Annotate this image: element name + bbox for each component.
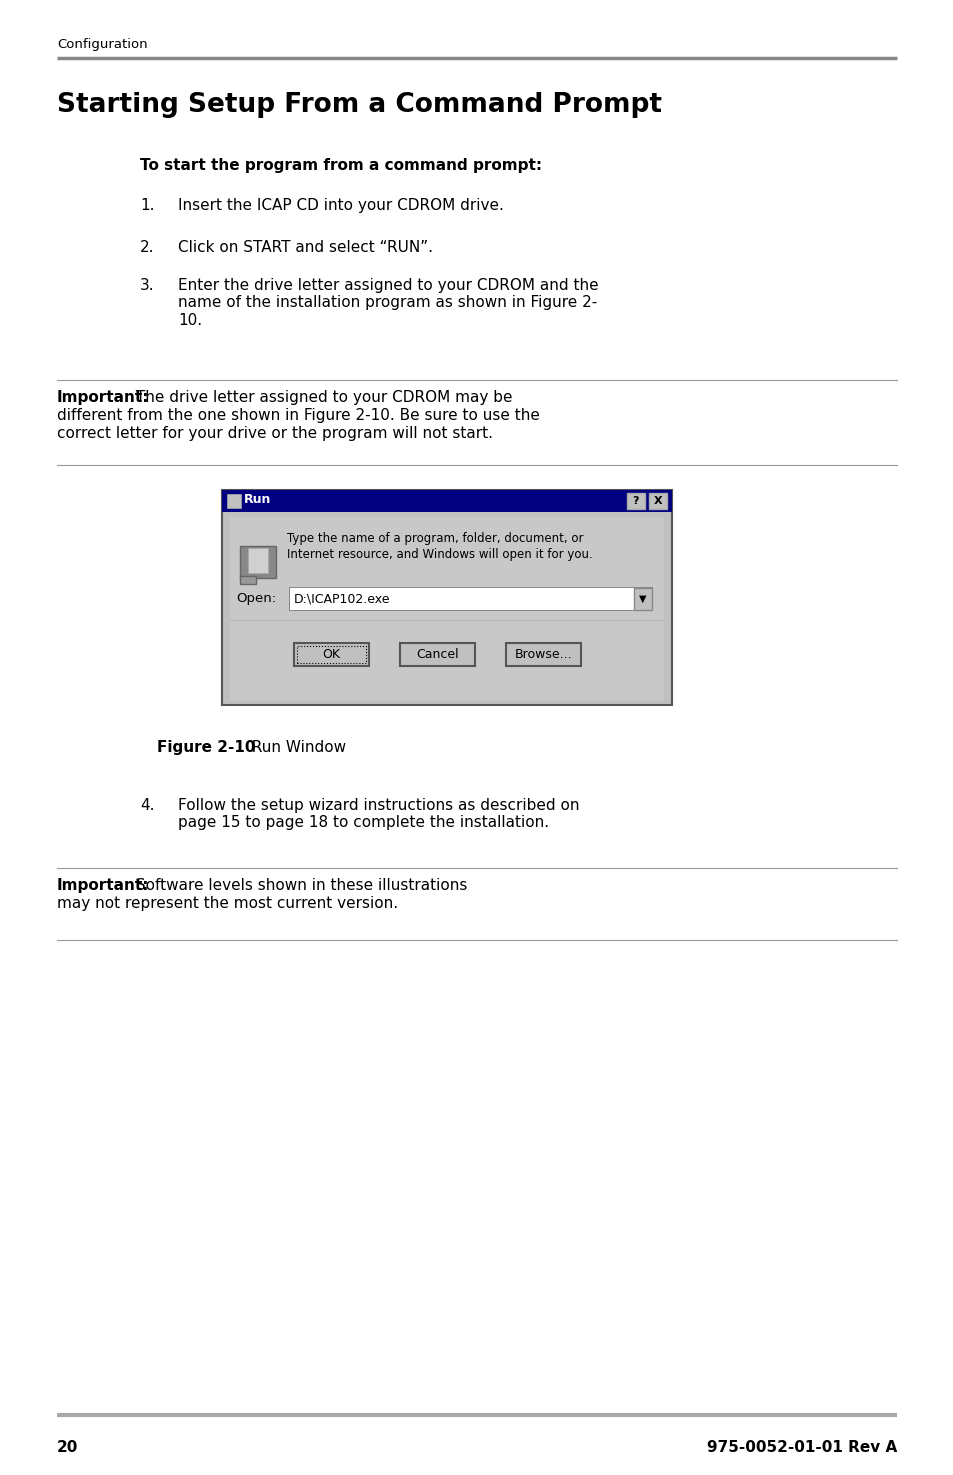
Text: correct letter for your drive or the program will not start.: correct letter for your drive or the pro…	[57, 426, 493, 441]
Bar	[296, 646, 366, 662]
Bar	[289, 587, 652, 611]
Text: may not represent the most current version.: may not represent the most current versi…	[57, 895, 397, 912]
Text: Run Window: Run Window	[242, 740, 346, 755]
Text: OK: OK	[322, 648, 340, 661]
Bar	[230, 518, 663, 701]
Text: 2.: 2.	[140, 240, 154, 255]
Text: 4.: 4.	[140, 798, 154, 813]
Bar	[227, 494, 241, 507]
Text: Internet resource, and Windows will open it for you.: Internet resource, and Windows will open…	[287, 549, 592, 560]
Text: Software levels shown in these illustrations: Software levels shown in these illustrat…	[131, 878, 467, 892]
Bar	[294, 643, 369, 667]
Text: Cancel: Cancel	[416, 648, 458, 661]
Text: Click on START and select “RUN”.: Click on START and select “RUN”.	[178, 240, 433, 255]
Text: 1.: 1.	[140, 198, 154, 212]
Text: Enter the drive letter assigned to your CDROM and the
name of the installation p: Enter the drive letter assigned to your …	[178, 277, 598, 327]
Text: different from the one shown in Figure 2-10. Be sure to use the: different from the one shown in Figure 2…	[57, 409, 539, 423]
Text: 20: 20	[57, 1440, 78, 1454]
Text: ?: ?	[632, 496, 639, 506]
Bar	[626, 493, 644, 509]
Text: Starting Setup From a Command Prompt: Starting Setup From a Command Prompt	[57, 91, 661, 118]
Bar	[240, 546, 275, 578]
Text: X: X	[653, 496, 661, 506]
Bar	[222, 490, 671, 512]
Text: Figure 2-10: Figure 2-10	[157, 740, 255, 755]
Bar	[240, 577, 255, 584]
Bar	[248, 549, 268, 572]
Bar	[505, 643, 580, 667]
Text: ▼: ▼	[639, 594, 646, 603]
Text: To start the program from a command prompt:: To start the program from a command prom…	[140, 158, 541, 173]
Text: The drive letter assigned to your CDROM may be: The drive letter assigned to your CDROM …	[131, 389, 512, 406]
Bar	[290, 589, 651, 611]
Text: Configuration: Configuration	[57, 38, 148, 52]
Text: D:\ICAP102.exe: D:\ICAP102.exe	[294, 591, 390, 605]
Bar	[634, 589, 651, 611]
Text: Open:: Open:	[235, 591, 275, 605]
Bar	[648, 493, 666, 509]
Bar	[222, 490, 671, 705]
Text: Important:: Important:	[57, 878, 150, 892]
Text: 3.: 3.	[140, 277, 154, 294]
Text: Run: Run	[244, 493, 271, 506]
Text: Insert the ICAP CD into your CDROM drive.: Insert the ICAP CD into your CDROM drive…	[178, 198, 503, 212]
Text: Important:: Important:	[57, 389, 150, 406]
Text: Browse...: Browse...	[515, 648, 572, 661]
Text: Type the name of a program, folder, document, or: Type the name of a program, folder, docu…	[287, 532, 583, 544]
Text: Follow the setup wizard instructions as described on
page 15 to page 18 to compl: Follow the setup wizard instructions as …	[178, 798, 578, 830]
Text: 975-0052-01-01 Rev A: 975-0052-01-01 Rev A	[706, 1440, 896, 1454]
Bar	[399, 643, 475, 667]
